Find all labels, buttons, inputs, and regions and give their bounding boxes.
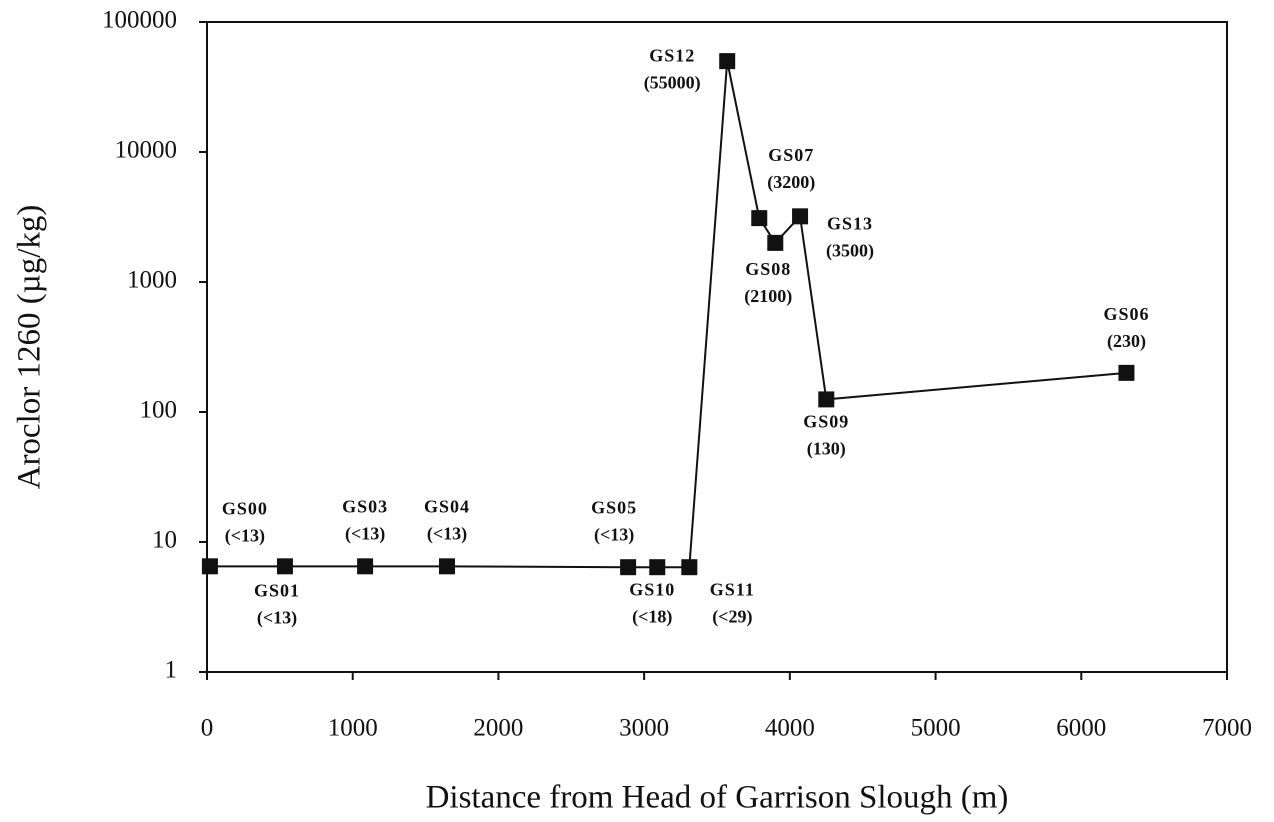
point-annotation: (<29) bbox=[712, 606, 752, 627]
point-annotation: (230) bbox=[1107, 331, 1146, 352]
x-tick-label: 3000 bbox=[619, 715, 669, 742]
plot-frame bbox=[206, 21, 1228, 673]
point-annotation: (<18) bbox=[632, 606, 672, 627]
x-tick-label: 7000 bbox=[1202, 715, 1252, 742]
marker bbox=[649, 559, 666, 576]
marker bbox=[681, 559, 698, 576]
marker bbox=[1118, 364, 1135, 381]
point-annotation: (130) bbox=[807, 439, 846, 460]
series-line bbox=[209, 60, 1127, 569]
point-annotation: (<13) bbox=[594, 524, 634, 545]
marker bbox=[201, 558, 218, 575]
y-tick-label: 1 bbox=[165, 657, 178, 684]
y-tick-label: 10000 bbox=[115, 137, 178, 164]
x-tick-label: 0 bbox=[201, 715, 214, 742]
y-tick-label: 10 bbox=[152, 527, 177, 554]
point-label: GS09 bbox=[803, 412, 849, 432]
x-tick-label: 6000 bbox=[1056, 715, 1106, 742]
point-label: GS08 bbox=[745, 259, 791, 279]
point-label: GS04 bbox=[424, 496, 470, 516]
point-annotation: (<13) bbox=[345, 523, 385, 544]
marker bbox=[438, 558, 455, 575]
x-tick-label: 2000 bbox=[473, 715, 523, 742]
y-tick-label: 1000 bbox=[127, 267, 177, 294]
marker bbox=[767, 234, 784, 251]
y-axis-title: Aroclor 1260 (µg/kg) bbox=[12, 205, 48, 490]
point-annotation: (<13) bbox=[257, 607, 297, 628]
point-label: GS11 bbox=[710, 579, 755, 599]
point-label: GS12 bbox=[649, 45, 695, 65]
point-annotation: (<13) bbox=[427, 523, 467, 544]
y-tick-label: 100 bbox=[140, 397, 178, 424]
point-annotation: (<13) bbox=[225, 525, 265, 546]
point-label: GS07 bbox=[768, 145, 814, 165]
x-tick-label: 1000 bbox=[328, 715, 378, 742]
point-label: GS05 bbox=[591, 497, 637, 517]
x-tick-label: 4000 bbox=[765, 715, 815, 742]
marker bbox=[719, 53, 736, 70]
point-label: GS00 bbox=[222, 498, 268, 518]
point-label: GS06 bbox=[1103, 304, 1149, 324]
point-annotation: (2100) bbox=[744, 286, 792, 307]
marker bbox=[792, 208, 809, 225]
point-label: GS13 bbox=[827, 213, 873, 233]
point-annotation: (3200) bbox=[767, 172, 815, 193]
point-annotation: (55000) bbox=[644, 72, 701, 93]
marker bbox=[276, 558, 293, 575]
point-label: GS10 bbox=[629, 579, 675, 599]
point-annotation: (3500) bbox=[826, 240, 874, 261]
x-axis-title: Distance from Head of Garrison Slough (m… bbox=[426, 780, 1009, 816]
marker bbox=[620, 559, 637, 576]
x-tick-label: 5000 bbox=[911, 715, 961, 742]
y-tick-label: 100000 bbox=[102, 7, 177, 34]
marker bbox=[751, 210, 768, 227]
point-label: GS01 bbox=[254, 580, 300, 600]
point-label: GS03 bbox=[342, 496, 388, 516]
marker bbox=[818, 391, 835, 408]
marker bbox=[357, 558, 374, 575]
